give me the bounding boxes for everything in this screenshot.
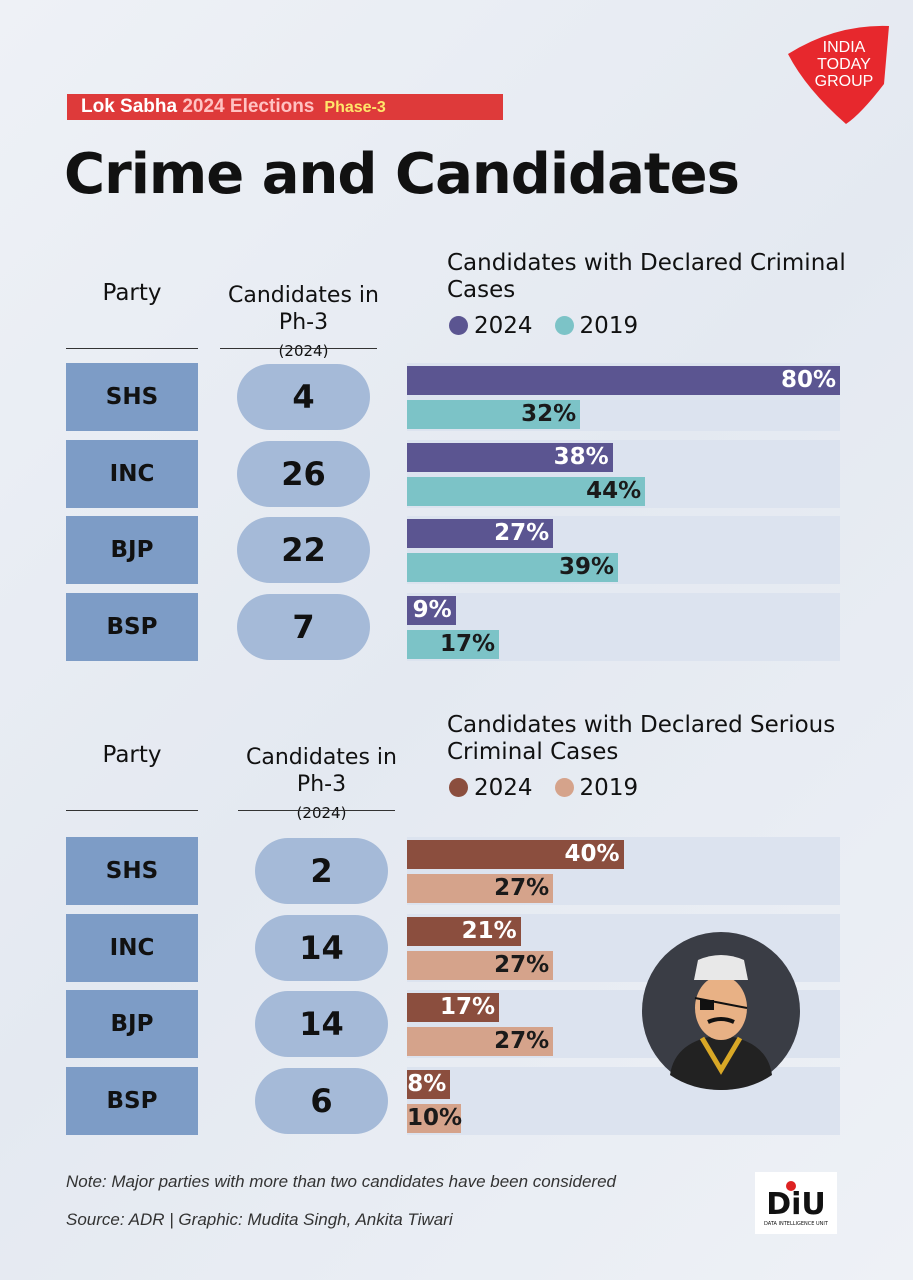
bar-2024-bjp: 17%: [407, 993, 499, 1022]
legend: 2024 2019: [449, 313, 638, 339]
bar-2024-bsp: 9%: [407, 595, 456, 625]
bar-2019-inc: 27%: [407, 950, 554, 980]
legend-swatch: [554, 778, 574, 797]
legend-item: 2019: [554, 775, 639, 801]
banner-phase: Phase-3: [324, 99, 386, 116]
candidate-count: 26: [237, 440, 370, 507]
bar-2019-bjp: 27%: [407, 1027, 554, 1056]
legend-swatch: [449, 778, 468, 797]
candidate-count: 6: [255, 1067, 388, 1134]
party-label: BSP: [66, 592, 198, 661]
legend-label: 2019: [579, 313, 639, 339]
legend-swatch: [554, 316, 574, 335]
svg-text:DATA INTELLIGENCE UNIT: DATA INTELLIGENCE UNIT: [764, 1221, 829, 1227]
legend-swatch: [449, 316, 468, 335]
india-today-logo: INDIA TODAY GROUP: [788, 25, 889, 124]
bar-2024-bjp: 27%: [407, 519, 554, 548]
bar-track: 9% 17%: [407, 592, 840, 661]
chart-title: Candidates with Declared Serious Crimina…: [447, 712, 836, 765]
bar-track: 38% 44%: [407, 439, 840, 508]
legend-item: 2024: [449, 313, 533, 339]
legend-label: 2024: [474, 775, 533, 801]
party-label: BJP: [66, 990, 198, 1058]
party-label: BSP: [66, 1066, 198, 1135]
candidates-year: (2024): [296, 804, 347, 822]
party-label: INC: [66, 439, 198, 508]
bar-track: 80% 32%: [407, 363, 840, 431]
page-title: Crime and Candidates: [64, 142, 740, 207]
diu-logo: DiU DATA INTELLIGENCE UNIT: [755, 1172, 837, 1234]
candidate-count: 14: [255, 991, 388, 1057]
legend: 2024 2019: [449, 775, 638, 801]
column-header-candidates: Candidates in Ph-3 (2024): [238, 744, 405, 827]
candidate-count: 4: [237, 364, 370, 430]
legend-label: 2024: [474, 313, 533, 339]
politician-illustration: [642, 932, 800, 1090]
bar-2019-bsp: 10%: [407, 1103, 463, 1133]
column-header-candidates: Candidates in Ph-3 (2024): [220, 282, 387, 365]
bar-2019-shs: 27%: [407, 874, 554, 903]
bar-2019-bjp: 39%: [407, 553, 619, 582]
legend-label: 2019: [579, 775, 639, 801]
bar-2019-bsp: 17%: [407, 629, 499, 659]
party-label: BJP: [66, 516, 198, 584]
header-banner: Lok Sabha 2024 Elections Phase-3: [67, 94, 503, 120]
divider: [220, 348, 377, 349]
svg-text:GROUP: GROUP: [815, 73, 874, 90]
bar-track: 8% 10%: [407, 1066, 840, 1135]
banner-year: 2024 Elections: [182, 96, 315, 117]
column-header-party: Party: [102, 280, 162, 306]
party-label: SHS: [66, 837, 198, 905]
candidate-count: 2: [255, 838, 388, 904]
divider: [66, 348, 198, 349]
footer-source: Source: ADR | Graphic: Mudita Singh, Ank…: [66, 1210, 453, 1229]
svg-text:DiU: DiU: [766, 1187, 826, 1222]
bar-2019-inc: 44%: [407, 476, 646, 506]
chart-title: Candidates with Declared Criminal Cases: [447, 250, 846, 303]
candidate-count: 14: [255, 914, 388, 981]
bar-2024-inc: 21%: [407, 916, 521, 946]
candidates-year: (2024): [278, 342, 329, 360]
bar-2024-bsp: 8%: [407, 1069, 451, 1099]
bar-2024-inc: 38%: [407, 442, 613, 472]
legend-item: 2024: [449, 775, 533, 801]
svg-text:INDIA: INDIA: [823, 39, 866, 56]
bar-2019-shs: 32%: [407, 400, 581, 429]
divider: [66, 810, 198, 811]
bar-track: 40% 27%: [407, 837, 840, 905]
party-label: SHS: [66, 363, 198, 431]
svg-text:TODAY: TODAY: [817, 56, 871, 73]
divider: [238, 810, 395, 811]
column-header-party: Party: [102, 742, 162, 768]
candidate-count: 22: [237, 517, 370, 583]
candidate-count: 7: [237, 593, 370, 660]
party-label: INC: [66, 913, 198, 982]
banner-text: Lok Sabha: [81, 96, 178, 117]
candidates-label: Candidates in Ph-3: [246, 745, 397, 797]
legend-item: 2019: [554, 313, 639, 339]
bar-2024-shs: 40%: [407, 840, 624, 869]
candidates-label: Candidates in Ph-3: [228, 283, 379, 335]
bar-2024-shs: 80%: [407, 366, 840, 395]
bar-track: 27% 39%: [407, 516, 840, 584]
footer-note: Note: Major parties with more than two c…: [66, 1172, 616, 1191]
